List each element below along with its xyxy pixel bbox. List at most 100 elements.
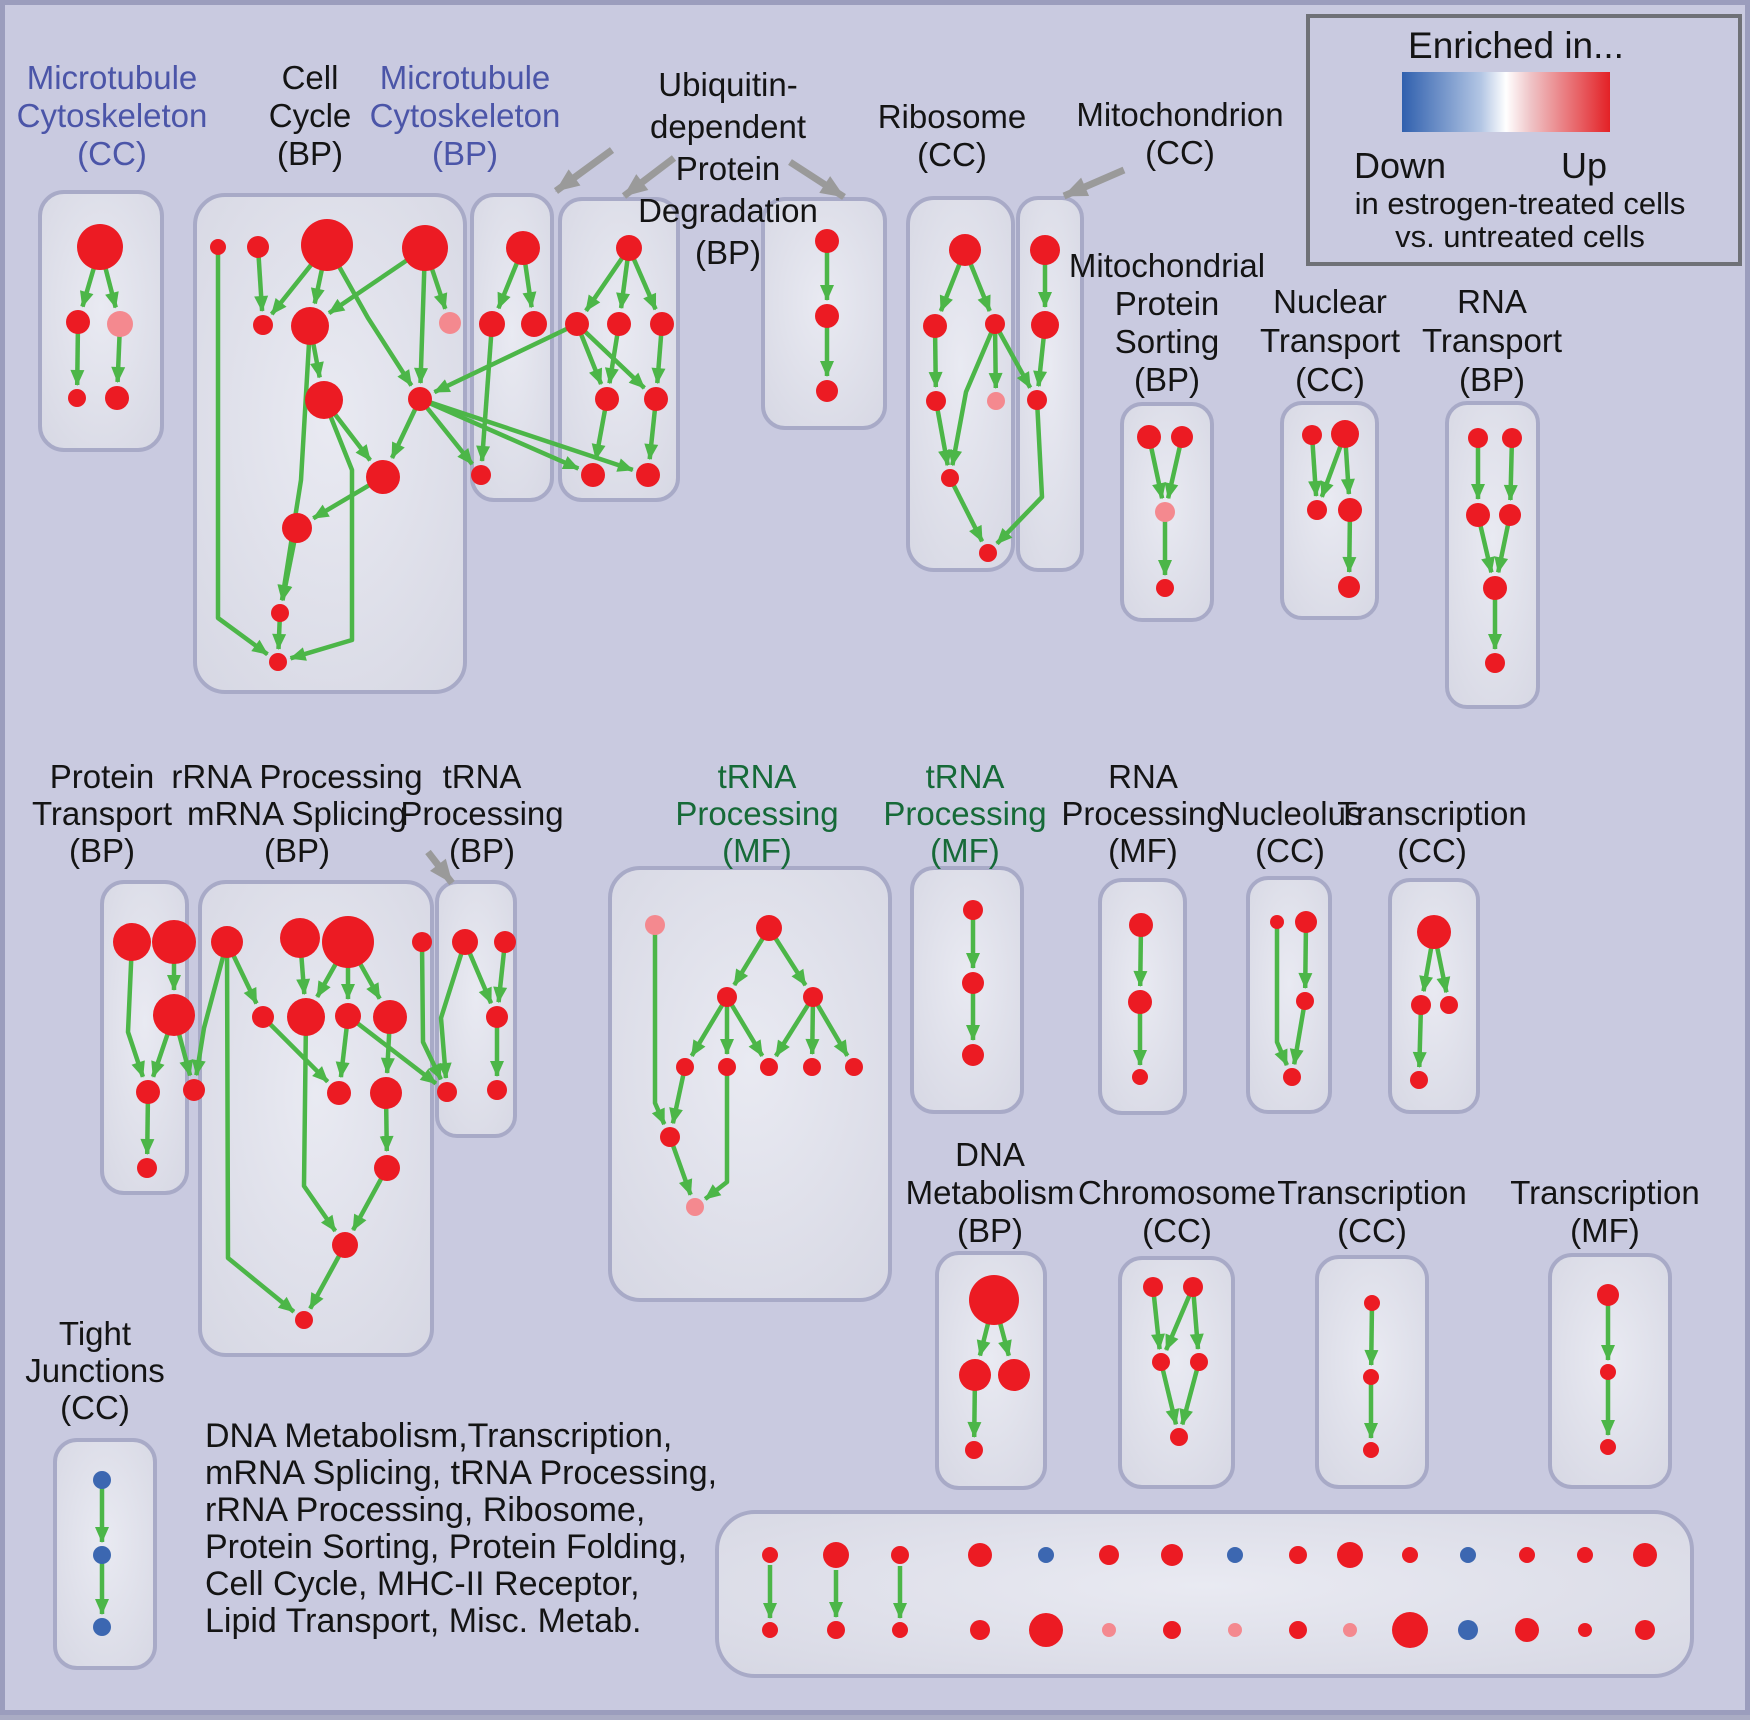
go-term-node-mps-p1: [1137, 425, 1161, 449]
labels-layer: MicrotubuleCytoskeleton(CC)CellCycle(BP)…: [17, 59, 1700, 1426]
go-term-node-trans_cc_mid-t2: [1411, 995, 1431, 1015]
go-term-node-ub2-v3: [816, 380, 838, 402]
go-term-node-rrna-M: [295, 1311, 313, 1329]
go-term-node-rrna-K: [374, 1155, 400, 1181]
go-term-node-bottom-bottom-3: [892, 1622, 908, 1638]
go-term-node-trans_cc_mid-t4: [1410, 1071, 1428, 1089]
edge-arrow: [725, 995, 765, 1058]
legend-up-label: Up: [1561, 145, 1607, 186]
go-term-node-rnat-r1: [1468, 428, 1488, 448]
go-term-node-trna_mf_big-w8: [803, 1058, 821, 1076]
cluster-label-trans_cc_mid: Transcription: [1337, 795, 1527, 832]
cluster-label-ub1: Degradation: [638, 192, 818, 229]
go-term-node-rrna-A: [211, 926, 243, 958]
go-term-node-cell_cycle-cc9: [305, 381, 343, 419]
go-term-node-bottom-bottom-14: [1578, 1623, 1592, 1637]
go-term-node-mt_cc-e: [105, 386, 129, 410]
cluster-label-ub1: dependent: [650, 108, 806, 145]
cluster-box-nuct: [1280, 401, 1379, 620]
go-term-node-bottom-top-7: [1161, 1544, 1183, 1566]
cluster-label-tight: Tight: [59, 1315, 131, 1352]
go-term-node-mps-p3: [1155, 502, 1175, 522]
go-term-node-bottom-bottom-2: [827, 1621, 845, 1639]
go-term-node-bottom-top-8: [1227, 1547, 1243, 1563]
go-term-node-chromosome-c3: [1152, 1353, 1170, 1371]
go-term-node-trna_mf_big-w5: [676, 1058, 694, 1076]
go-term-node-bottom-bottom-10: [1343, 1623, 1357, 1637]
go-term-node-bottom-bottom-7: [1163, 1621, 1181, 1639]
go-term-node-ub2-v2: [815, 304, 839, 328]
go-term-node-nucleolus-z1: [1270, 915, 1284, 929]
legend-title: Enriched in...: [1408, 25, 1624, 66]
go-term-node-dnam-d2: [959, 1359, 991, 1391]
edge-arrow: [651, 925, 667, 1126]
go-term-node-rnap_mf-y1: [1129, 913, 1153, 937]
edge-arrow: [419, 396, 634, 473]
cluster-label-mps: Mitochondrial: [1069, 247, 1265, 284]
go-term-node-rnat-r4: [1499, 504, 1521, 526]
cluster-label-trna_mf_big: Processing: [675, 795, 838, 832]
go-term-node-bottom-top-3: [891, 1546, 909, 1564]
go-term-node-pt-pt3: [153, 994, 195, 1036]
go-term-node-ribosome-rb4: [926, 391, 946, 411]
cluster-box-ub1: [558, 197, 680, 502]
go-term-node-rrna-B: [280, 918, 320, 958]
go-term-node-rrna-H: [373, 1000, 407, 1034]
edge-arrow: [1364, 1302, 1379, 1366]
cluster-label-mito: (CC): [1145, 134, 1215, 171]
edge-arrow: [419, 396, 580, 471]
cluster-label-trans_cc_mid: (CC): [1397, 832, 1467, 869]
go-term-node-cell_cycle-cc8: [408, 387, 432, 411]
go-term-node-trna_mf_big-w9: [845, 1058, 863, 1076]
go-term-node-mt_bp-m4: [471, 465, 491, 485]
go-term-node-cell_cycle-cc5: [253, 315, 273, 335]
go-term-node-cell_cycle-cc10: [366, 460, 400, 494]
go-term-node-bottom-bottom-4: [970, 1620, 990, 1640]
misc-clusters-annotation: rRNA Processing, Ribosome,: [205, 1491, 645, 1529]
cluster-label-trans_mf: Transcription: [1510, 1174, 1700, 1211]
go-term-node-nuct-q3: [1307, 500, 1327, 520]
go-term-node-trna_bp-s1: [452, 929, 478, 955]
cluster-box-dnam: [935, 1251, 1047, 1490]
cluster-label-tight: Junctions: [25, 1352, 164, 1389]
cluster-label-trans_mf: (MF): [1570, 1212, 1640, 1249]
edge-arrow: [1179, 1361, 1202, 1426]
cluster-label-mps: (BP): [1134, 361, 1200, 398]
go-term-node-ub1-u8: [636, 463, 660, 487]
go-term-node-ub1-u7: [581, 463, 605, 487]
go-term-node-bottom-top-10: [1337, 1542, 1363, 1568]
edge-arrow: [125, 941, 146, 1078]
cluster-label-ub1: Ubiquitin-: [658, 66, 797, 103]
go-term-node-tight-g3: [93, 1618, 111, 1636]
go-term-node-dnam-d3: [998, 1359, 1030, 1391]
cluster-box-nucleolus: [1246, 876, 1332, 1114]
go-term-node-bottom-top-4: [968, 1543, 992, 1567]
cluster-label-rnap_mf: RNA: [1108, 758, 1178, 795]
cluster-label-nucleolus: Nucleolus: [1218, 795, 1363, 832]
legend-caption: vs. untreated cells: [1395, 219, 1645, 254]
cluster-boxes-layer: [38, 190, 1672, 1670]
go-term-node-trans_mf-f2: [1600, 1364, 1616, 1380]
edge-arrow: [419, 941, 443, 1081]
cluster-label-dnam: DNA: [955, 1136, 1025, 1173]
cluster-label-ub1: (BP): [695, 234, 761, 271]
go-term-node-nuct-q4: [1338, 498, 1362, 522]
go-term-node-mps-p2: [1171, 426, 1193, 448]
go-term-node-cell_cycle-cc1: [210, 239, 226, 255]
cluster-label-mito: Mitochondrion: [1076, 96, 1283, 133]
cluster-label-trans_cc_bot: (CC): [1337, 1212, 1407, 1249]
go-term-node-chromosome-c1: [1143, 1277, 1163, 1297]
go-term-node-ub1-u1: [616, 235, 642, 261]
go-term-node-ribosome-rb2: [923, 314, 947, 338]
go-term-node-mt_bp-m1: [506, 231, 540, 265]
go-term-node-bottom-top-9: [1289, 1546, 1307, 1564]
edge-arrow: [1503, 437, 1518, 501]
cluster-box-rrna: [198, 880, 434, 1357]
go-term-node-bottom-bottom-12: [1458, 1620, 1478, 1640]
go-term-node-pt-pt6: [137, 1158, 157, 1178]
go-term-node-rnat-r6: [1485, 653, 1505, 673]
cluster-label-nuct: (CC): [1295, 361, 1365, 398]
go-term-node-pt-pt1: [113, 923, 151, 961]
go-term-node-bottom-bottom-15: [1635, 1620, 1655, 1640]
